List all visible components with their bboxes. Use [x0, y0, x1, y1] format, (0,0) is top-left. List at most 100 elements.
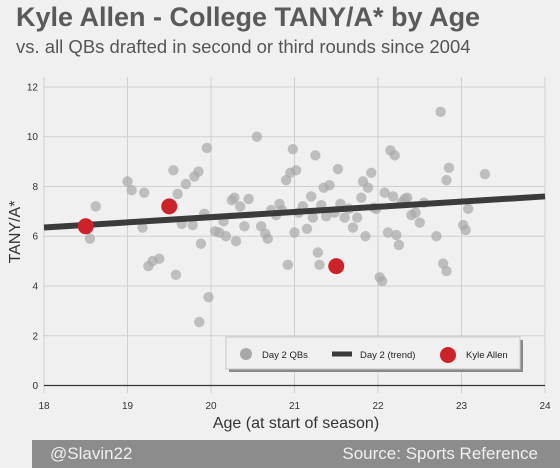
y-tick-label: 8: [32, 182, 38, 193]
scatter-point: [220, 231, 232, 242]
scatter-point: [435, 106, 446, 118]
scatter-point: [382, 227, 394, 238]
scatter-point: [306, 191, 317, 202]
scatter-point: [137, 222, 148, 233]
scatter-point: [282, 259, 294, 271]
scatter-point: [239, 221, 250, 232]
scatter-point: [84, 233, 96, 244]
highlight-point: [161, 198, 178, 215]
scatter-point: [312, 247, 324, 258]
scatter-point: [235, 201, 246, 212]
y-tick-label: 6: [32, 232, 38, 243]
x-tick-label: 23: [456, 401, 468, 412]
scatter-point: [402, 192, 413, 203]
scatter-point: [431, 231, 442, 242]
scatter-point: [122, 176, 133, 187]
scatter-point: [441, 175, 452, 186]
scatter-point: [243, 193, 254, 205]
scatter-point: [187, 219, 198, 231]
scatter-point: [362, 182, 374, 193]
scatter-point: [351, 212, 363, 223]
scatter-point: [203, 292, 214, 303]
scatter-point: [379, 187, 390, 198]
legend-scatter-label: Day 2 QBs: [262, 350, 308, 361]
scatter-point: [172, 188, 183, 200]
scatter-point: [314, 259, 325, 271]
legend-highlight-label: Kyle Allen: [466, 350, 508, 361]
chart-title: Kyle Allen - College TANY/A* by Age: [16, 2, 481, 32]
x-tick-label: 19: [122, 401, 134, 412]
scatter-point: [262, 233, 273, 244]
scatter-point: [90, 201, 101, 212]
scatter-point: [290, 165, 302, 176]
scatter-point: [414, 217, 425, 228]
y-tick-label: 0: [32, 381, 38, 392]
scatter-point: [195, 238, 207, 249]
scatter-point: [356, 192, 367, 203]
scatter-point: [462, 203, 474, 215]
scatter-point: [441, 265, 452, 277]
scatter-point: [332, 163, 344, 175]
scatter-point: [139, 187, 150, 198]
highlight-point: [77, 218, 94, 235]
legend: Day 2 QBs Day 2 (trend) Kyle Allen: [225, 336, 523, 372]
x-tick-labels: 18 19 20 21 22 23 24: [38, 401, 551, 412]
x-tick-label: 21: [289, 401, 301, 412]
scatter-point: [201, 142, 213, 154]
scatter-point: [287, 143, 299, 155]
scatter-point: [289, 227, 300, 238]
legend-box: [225, 336, 521, 370]
scatter-point: [301, 223, 313, 234]
scatter-point: [460, 224, 471, 236]
scatter-point: [376, 275, 388, 287]
scatter-point: [230, 236, 242, 247]
scatter-point: [389, 150, 400, 161]
y-axis-label: TANY/A*: [7, 201, 24, 264]
y-tick-label: 4: [32, 282, 38, 293]
scatter-point: [443, 162, 455, 174]
scatter-point: [154, 253, 165, 264]
scatter-point: [391, 229, 402, 241]
y-tick-label: 10: [27, 132, 39, 143]
scatter-point: [339, 212, 350, 223]
scatter-point: [229, 192, 240, 203]
legend-trend-label: Day 2 (trend): [360, 350, 415, 361]
x-tick-label: 20: [205, 401, 217, 412]
y-tick-label: 2: [32, 331, 38, 342]
scatter-point: [393, 239, 405, 251]
y-tick-label: 12: [27, 82, 39, 93]
legend-highlight-marker: [440, 347, 456, 363]
scatter-point: [193, 166, 204, 177]
highlight-point: [328, 258, 345, 275]
scatter-point: [194, 316, 205, 328]
scatter-point: [170, 269, 182, 281]
footer-bar: @Slavin22 Source: Sports Reference: [32, 440, 560, 468]
scatter-point: [307, 212, 319, 223]
legend-scatter-marker: [240, 348, 252, 360]
x-tick-label: 24: [539, 401, 551, 412]
footer-handle: @Slavin22: [50, 444, 133, 463]
x-axis-label: Age (at start of season): [213, 415, 379, 432]
scatter-point: [479, 168, 491, 180]
scatter-point: [321, 211, 332, 222]
scatter-point: [251, 131, 263, 142]
scatter-point: [310, 150, 321, 161]
scatter-point: [126, 185, 137, 196]
scatter-point: [347, 222, 359, 233]
x-tick-label: 18: [38, 401, 50, 412]
chart-subtitle: vs. all QBs drafted in second or third r…: [16, 36, 471, 57]
scatter-point: [180, 178, 192, 190]
scatter-point: [168, 165, 179, 176]
y-tick-labels: 0 2 4 6 8 10 12: [27, 82, 39, 392]
scatter-point: [324, 180, 335, 191]
scatter-point: [410, 207, 421, 218]
scatter-point: [360, 231, 371, 242]
footer-source: Source: Sports Reference: [342, 444, 538, 463]
highlight-points: [77, 198, 345, 275]
scatter-point: [366, 167, 377, 178]
scatter-point: [387, 191, 399, 202]
trend-line: [43, 193, 546, 231]
x-tick-label: 22: [372, 401, 384, 412]
scatter-points: [84, 106, 491, 328]
